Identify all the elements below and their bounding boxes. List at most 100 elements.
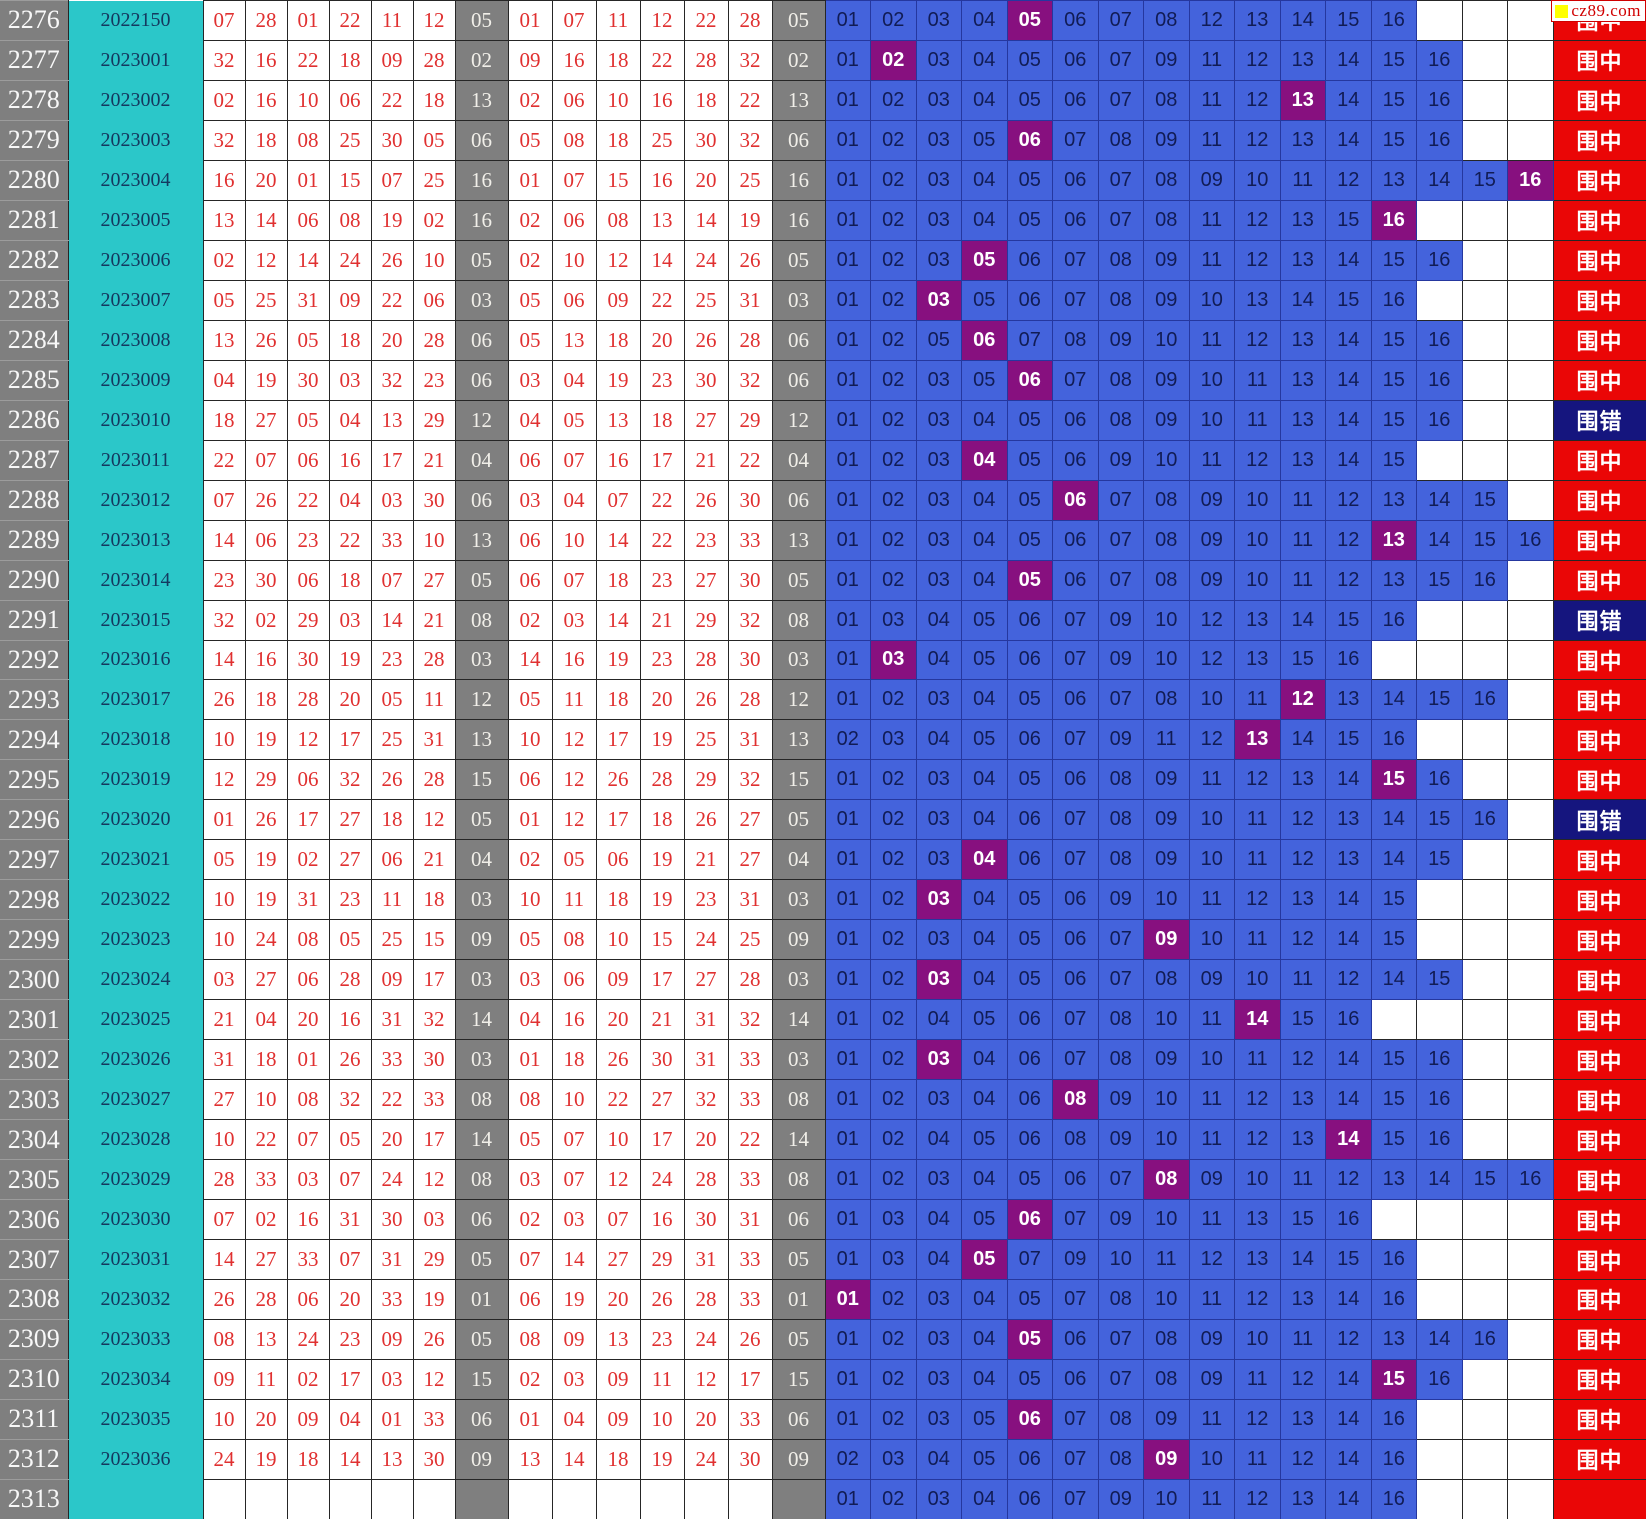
grid-number: 02 (870, 239, 917, 281)
drawn-number: 18 (202, 399, 246, 441)
sorted-number: 12 (595, 239, 641, 281)
grid-empty-cell (1416, 1438, 1463, 1480)
sorted-number: 08 (551, 119, 597, 161)
grid-number: 03 (915, 399, 962, 441)
grid-number: 07 (1097, 199, 1144, 241)
result-badge: 围中 (1552, 1438, 1646, 1480)
sorted-number: 16 (551, 639, 597, 681)
grid-number: 09 (1143, 279, 1190, 321)
drawn-number: 18 (412, 79, 456, 121)
grid-number: 09 (1097, 1119, 1144, 1161)
grid-number: 12 (1279, 799, 1326, 841)
blue-ball-value: 08 (454, 599, 509, 641)
grid-number: 05 (1006, 1159, 1053, 1201)
period-number: 2023023 (67, 919, 204, 960)
grid-number: 16 (1370, 1478, 1417, 1519)
sorted-number: 06 (595, 839, 641, 881)
table-row: 2304 2023028 10 22 07 05 20 17 14 05 07 10 17 20 22 14 0… (0, 1119, 1646, 1161)
grid-empty-cell (1370, 639, 1417, 681)
sorted-number: 03 (551, 599, 597, 641)
drawn-number: 09 (286, 1398, 330, 1440)
table-row: 2301 2023025 21 04 20 16 31 32 14 04 16 20 21 31 32 14 0… (0, 999, 1646, 1041)
grid-number: 03 (915, 919, 962, 961)
grid-number: 06 (1052, 959, 1099, 1001)
sorted-number: 20 (639, 319, 685, 361)
grid-number: 15 (1279, 999, 1326, 1041)
blue-ball-value-repeat: 09 (771, 1438, 826, 1480)
drawn-number: 03 (328, 599, 372, 641)
grid-number: 12 (1188, 599, 1235, 641)
blue-ball-value: 04 (454, 839, 509, 881)
drawn-number: 32 (328, 759, 372, 801)
grid-number: 14 (1370, 799, 1417, 841)
grid-number: 02 (870, 1039, 917, 1081)
grid-empty-cell (1507, 919, 1554, 961)
blue-ball-value-repeat: 08 (771, 1159, 826, 1201)
sorted-number: 26 (683, 799, 729, 841)
grid-number: 09 (1188, 159, 1235, 201)
issue-index: 2297 (0, 839, 69, 881)
blue-ball-value-repeat: 15 (771, 1358, 826, 1400)
grid-number: 07 (1052, 1398, 1099, 1440)
grid-number: 16 (1370, 1239, 1417, 1280)
grid-number: 01 (824, 1239, 871, 1280)
grid-number: 13 (1279, 1279, 1326, 1320)
grid-number: 11 (1234, 1438, 1281, 1480)
sorted-number: 21 (683, 439, 729, 481)
grid-number: 08 (1097, 1438, 1144, 1480)
sorted-number: 02 (507, 239, 553, 281)
grid-number: 08 (1052, 319, 1099, 361)
issue-index: 2308 (0, 1279, 69, 1320)
drawn-number: 23 (328, 1318, 372, 1360)
grid-number: 03 (915, 39, 962, 81)
grid-number: 13 (1370, 479, 1417, 521)
drawn-number: 25 (412, 159, 456, 201)
grid-number: 08 (1143, 1358, 1190, 1400)
blue-ball-value-repeat: 05 (771, 799, 826, 841)
drawn-number: 17 (328, 719, 372, 761)
sorted-number: 05 (507, 919, 553, 961)
grid-number: 13 (1279, 1079, 1326, 1121)
drawn-number: 08 (286, 119, 330, 161)
grid-number: 02 (870, 879, 917, 921)
drawn-number: 32 (202, 39, 246, 81)
grid-empty-cell (1461, 199, 1508, 241)
yellow-square-icon (1555, 4, 1569, 18)
sorted-number: 19 (639, 839, 685, 881)
grid-number: 16 (1416, 119, 1463, 161)
grid-number: 14 (1325, 1398, 1372, 1440)
result-badge: 围中 (1552, 759, 1646, 801)
grid-number: 01 (824, 999, 871, 1041)
blue-ball-value: 05 (454, 0, 509, 41)
sorted-number: 18 (595, 1438, 641, 1480)
drawn-number: 18 (244, 1039, 288, 1081)
grid-number: 15 (1325, 279, 1372, 321)
period-number: 2023031 (67, 1239, 204, 1280)
grid-number: 14 (1325, 1478, 1372, 1519)
grid-number: 02 (824, 719, 871, 761)
grid-number: 09 (1143, 399, 1190, 441)
grid-number: 04 (961, 79, 1008, 121)
grid-number: 04 (915, 639, 962, 681)
sorted-number: 24 (683, 1438, 729, 1480)
grid-number: 14 (1370, 839, 1417, 881)
issue-index: 2300 (0, 959, 69, 1001)
issue-index: 2285 (0, 359, 69, 401)
drawn-number: 07 (244, 439, 288, 481)
period-number: 2023024 (67, 959, 204, 1000)
grid-empty-cell (1416, 1478, 1463, 1519)
drawn-number: 15 (412, 919, 456, 961)
sorted-number: 01 (507, 159, 553, 201)
grid-number: 16 (1370, 1279, 1417, 1320)
grid-empty-cell (1416, 0, 1463, 41)
grid-number: 13 (1234, 639, 1281, 681)
grid-number: 12 (1234, 119, 1281, 161)
drawn-number (328, 1478, 372, 1519)
drawn-number: 02 (244, 599, 288, 641)
grid-number: 09 (1188, 479, 1235, 521)
drawn-number: 26 (328, 1039, 372, 1081)
drawn-number: 33 (286, 1239, 330, 1280)
sorted-number: 28 (683, 39, 729, 81)
drawn-number: 17 (412, 1119, 456, 1161)
grid-number: 07 (1052, 799, 1099, 841)
